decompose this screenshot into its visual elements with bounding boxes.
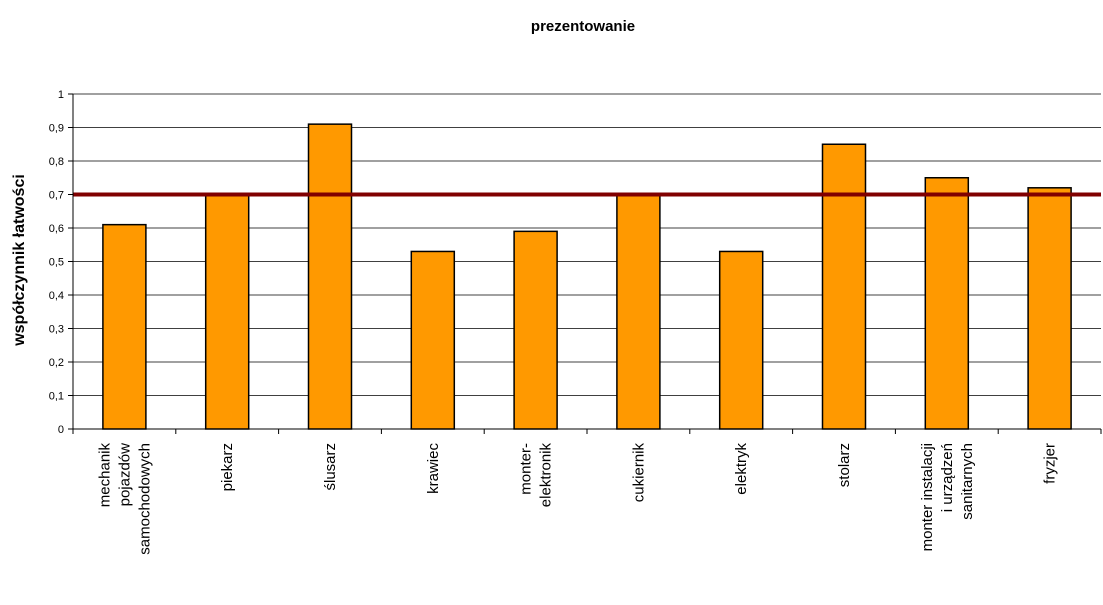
bar [513, 230, 558, 430]
bar [616, 193, 661, 430]
bar [718, 250, 764, 430]
bars [102, 123, 1072, 430]
y-axis-label: współczynnik łatwości [11, 174, 28, 347]
x-category-label: pojazdów [116, 443, 133, 507]
bar [821, 143, 867, 430]
x-category-label: i urządzeń [939, 443, 956, 512]
x-category-label: sanitarnych [959, 443, 976, 520]
y-tick-label: 0,1 [49, 391, 64, 403]
x-category-label: monter instalacji [919, 443, 936, 551]
y-tick-label: 1 [58, 89, 64, 101]
x-category-label: monter- [518, 443, 535, 495]
x-category-label: elektryk [733, 443, 750, 495]
x-category-labels: mechanik pojazdów samochodowych piekarz ślus… [96, 443, 1058, 555]
bar [307, 123, 353, 430]
x-category-label: stolarz [836, 443, 853, 487]
y-tick-label: 0,7 [49, 190, 64, 202]
x-category-label: cukiernik [630, 443, 647, 503]
bar [204, 193, 250, 430]
bar [1027, 187, 1072, 430]
x-category-label: samochodowych [136, 443, 153, 555]
y-tick-label: 0,2 [49, 357, 64, 369]
bar [924, 177, 970, 430]
y-tick-labels: 0 0,1 0,2 0,3 0,4 0,5 0,6 0,7 0,8 0,9 1 [49, 89, 64, 436]
y-tick-label: 0,4 [49, 290, 64, 302]
y-tick-label: 0,6 [49, 223, 64, 235]
x-category-label: mechanik [96, 443, 113, 508]
x-category-label: krawiec [425, 443, 442, 494]
chart-title: prezentowanie [531, 18, 635, 35]
axes [68, 93, 1102, 434]
bar [410, 250, 456, 430]
y-tick-label: 0,3 [49, 324, 64, 336]
y-tick-label: 0,5 [49, 257, 64, 269]
y-tick-label: 0,8 [49, 156, 64, 168]
x-category-label: elektronik [538, 443, 555, 508]
bar [102, 223, 147, 430]
x-category-label: piekarz [219, 443, 236, 491]
x-category-label: ślusarz [322, 443, 339, 491]
y-tick-label: 0 [58, 424, 64, 436]
y-tick-label: 0,9 [49, 123, 64, 135]
x-category-label: fryzjer [1042, 443, 1059, 484]
